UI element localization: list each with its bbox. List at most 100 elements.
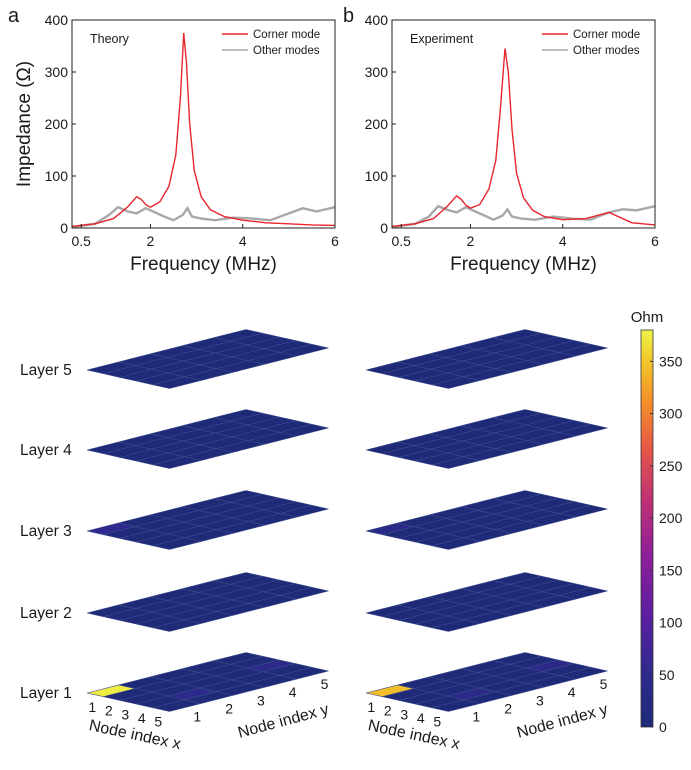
layer-label: Layer 4	[20, 442, 72, 459]
panel-label: a	[8, 5, 20, 27]
series-line-1	[71, 205, 336, 229]
layer-label: Layer 5	[20, 362, 72, 379]
y-tick-label: 3	[257, 692, 265, 708]
x-tick-label: 0.5	[71, 233, 91, 249]
y-tick-label: 100	[45, 168, 69, 184]
y-tick-label: 4	[568, 684, 576, 700]
heatmap-cell	[280, 586, 329, 600]
x-tick-label: 4	[138, 710, 146, 726]
y-tick-label: 5	[600, 676, 608, 692]
colorbar-tick-label: 50	[659, 667, 675, 683]
line-chart-panel-b: b 0 100 200 300 400 0.5 2 4 6 Frequency (MHz) Exper…	[343, 5, 659, 275]
x-tick-label: 4	[417, 710, 425, 726]
layer-label: Layer 2	[20, 605, 72, 622]
series-line-0	[391, 48, 656, 228]
heatmap-layer	[86, 652, 329, 712]
x-axis-label: Frequency (MHz)	[450, 254, 597, 275]
y-tick-label: 300	[45, 64, 69, 80]
heatmap-layer	[365, 652, 608, 712]
x-tick-label: 4	[239, 233, 247, 249]
y-tick-label: 5	[321, 676, 329, 692]
heatmap-layer	[86, 409, 329, 469]
legend-label: Corner mode	[573, 29, 640, 41]
colorbar-tick-label: 350	[659, 353, 683, 369]
y-tick-label: 100	[365, 168, 389, 184]
legend-label: Corner mode	[253, 29, 320, 41]
x-axis-label: Node index x	[87, 717, 182, 753]
y-tick-label: 400	[365, 12, 389, 28]
y-tick-label: 200	[45, 116, 69, 132]
colorbar-tick-label: 150	[659, 562, 683, 578]
heatmap-layer	[86, 490, 329, 550]
y-tick-label: 300	[365, 64, 389, 80]
heatmap-layer	[365, 329, 608, 389]
heatmap-cell	[559, 423, 608, 437]
layer-label: Layer 3	[20, 523, 72, 540]
colorbar-tick-label: 300	[659, 406, 683, 422]
colorbar-group: 0 50 100 150 200 250 300 350 Ohm	[631, 309, 683, 735]
y-tick-label: 1	[193, 708, 201, 724]
y-axis-label: Node index y	[236, 701, 331, 742]
heatmap-layer	[365, 409, 608, 469]
heatmap-cell	[559, 666, 608, 680]
x-tick-label: 4	[559, 233, 567, 249]
heatmap-cell	[559, 586, 608, 600]
x-tick-label: 1	[88, 699, 96, 715]
y-tick-label: 1	[472, 708, 480, 724]
series-line-0	[71, 32, 336, 228]
panel-annotation: Experiment	[410, 32, 474, 46]
panel-label: b	[343, 5, 354, 27]
y-axis-label: Impedance (Ω)	[14, 61, 35, 187]
legend-label: Other modes	[573, 45, 640, 57]
y-tick-label: 0	[60, 220, 68, 236]
y-axis-label: Node index y	[515, 701, 610, 742]
x-tick-label: 3	[400, 706, 408, 722]
y-tick-label: 200	[365, 116, 389, 132]
y-tick-label: 2	[225, 700, 233, 716]
y-tick-label: 3	[536, 692, 544, 708]
x-tick-label: 2	[105, 703, 113, 719]
heatmap-cell	[559, 504, 608, 518]
series-line-1	[391, 204, 656, 229]
layer-label: Layer 1	[20, 685, 72, 702]
x-tick-label: 3	[121, 706, 129, 722]
heatmap-layer	[365, 490, 608, 550]
x-tick-label: 2	[147, 233, 155, 249]
colorbar-label: Ohm	[631, 309, 664, 326]
heatmap-cell	[280, 666, 329, 680]
colorbar-tick-label: 250	[659, 458, 683, 474]
colorbar-tick-label: 0	[659, 719, 667, 735]
x-tick-label: 6	[651, 233, 659, 249]
heatmap-cell	[280, 423, 329, 437]
x-tick-label: 2	[384, 703, 392, 719]
line-chart-panel-a: a 0 100 200 300 400 0.5 2 4 6 Frequency (MHz) Imped…	[8, 5, 339, 275]
heatmap-layer	[365, 572, 608, 632]
heatmap-layer	[86, 572, 329, 632]
x-tick-label: 2	[467, 233, 475, 249]
x-axis-label: Node index x	[366, 717, 461, 753]
heatmap-cell	[280, 504, 329, 518]
x-tick-label: 1	[367, 699, 375, 715]
x-tick-label: 5	[433, 714, 441, 730]
heatmap-cell	[559, 343, 608, 357]
legend-label: Other modes	[253, 45, 320, 57]
x-tick-label: 5	[154, 714, 162, 730]
colorbar-tick-label: 200	[659, 510, 683, 526]
y-tick-label: 400	[45, 12, 69, 28]
panel-annotation: Theory	[90, 32, 130, 46]
y-tick-label: 2	[504, 700, 512, 716]
x-tick-label: 0.5	[391, 233, 411, 249]
colorbar-tick-label: 100	[659, 615, 683, 631]
y-tick-label: 4	[289, 684, 297, 700]
colorbar-bar	[640, 329, 654, 728]
x-axis-label: Frequency (MHz)	[130, 254, 277, 275]
x-tick-label: 6	[331, 233, 339, 249]
line-charts-group: a 0 100 200 300 400 0.5 2 4 6 Frequency (MHz) Imped…	[8, 5, 659, 275]
y-tick-label: 0	[380, 220, 388, 236]
heatmap-layer	[86, 329, 329, 389]
heatmap-cell	[280, 343, 329, 357]
